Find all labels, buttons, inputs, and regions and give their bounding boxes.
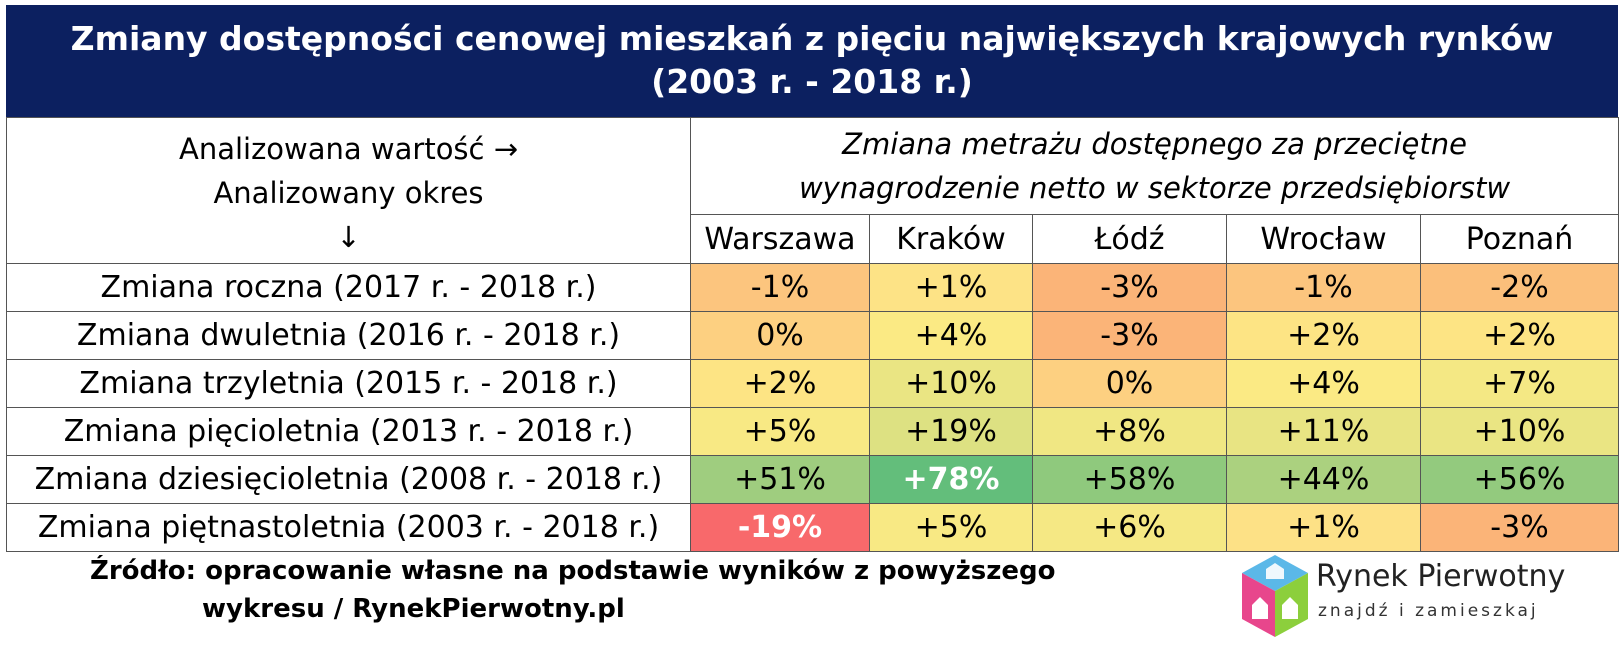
value-cell: -2% bbox=[1419, 263, 1620, 312]
column-header: Warszawa bbox=[690, 214, 870, 264]
row-label: Zmiana piętnastoletnia (2003 r. - 2018 r… bbox=[6, 503, 691, 552]
value-cell: -3% bbox=[1032, 311, 1227, 360]
value-cell: 0% bbox=[1032, 359, 1227, 408]
title-bar: Zmiany dostępności cenowej mieszkań z pi… bbox=[6, 5, 1618, 117]
row-label: Zmiana trzyletnia (2015 r. - 2018 r.) bbox=[6, 359, 691, 408]
logo-tagline: znajdź i zamieszkaj bbox=[1318, 601, 1539, 621]
value-cell: +1% bbox=[869, 263, 1033, 312]
value-cell: +10% bbox=[1419, 407, 1620, 456]
value-cell: +7% bbox=[1419, 359, 1620, 408]
value-cell: -1% bbox=[690, 263, 870, 312]
value-cell: +8% bbox=[1032, 407, 1227, 456]
value-cell: +5% bbox=[690, 407, 870, 456]
source-line1: Źródło: opracowanie własne na podstawie … bbox=[90, 556, 1056, 586]
value-cell: +1% bbox=[1226, 503, 1421, 552]
table-row: Zmiana pięcioletnia (2013 r. - 2018 r.) +… bbox=[6, 407, 1620, 456]
value-cell: +4% bbox=[1226, 359, 1421, 408]
value-cell: +56% bbox=[1419, 455, 1620, 504]
value-cell: +4% bbox=[869, 311, 1033, 360]
header-left-line2: Analizowany okres bbox=[213, 175, 484, 210]
value-cell: +2% bbox=[690, 359, 870, 408]
header-left-arrow: ↓ bbox=[336, 219, 361, 254]
table-row: Zmiana dziesięcioletnia (2008 r. - 2018 … bbox=[6, 455, 1620, 504]
value-cell: -1% bbox=[1226, 263, 1421, 312]
value-cell: +5% bbox=[869, 503, 1033, 552]
row-label: Zmiana dwuletnia (2016 r. - 2018 r.) bbox=[6, 311, 691, 360]
value-cell: -3% bbox=[1419, 503, 1620, 552]
header-right: Zmiana metrażu dostępnego za przeciętne … bbox=[689, 117, 1620, 215]
column-header: Łódź bbox=[1032, 214, 1227, 264]
logo: Rynek Pierwotny znajdź i zamieszkaj bbox=[1238, 553, 1618, 643]
data-table: Analizowana wartość → Analizowany okres … bbox=[6, 117, 1620, 552]
value-cell: +58% bbox=[1032, 455, 1227, 504]
header-right-line2: wynagrodzenie netto w sektorze przedsięb… bbox=[798, 171, 1511, 205]
value-cell: +51% bbox=[690, 455, 870, 504]
column-header: Poznań bbox=[1419, 214, 1620, 264]
table-row: Zmiana dwuletnia (2016 r. - 2018 r.) 0% +4… bbox=[6, 311, 1620, 360]
column-header: Kraków bbox=[869, 214, 1033, 264]
header-left-line1: Analizowana wartość → bbox=[178, 131, 519, 166]
value-cell: +6% bbox=[1032, 503, 1227, 552]
column-header: Wrocław bbox=[1226, 214, 1421, 264]
value-cell: -3% bbox=[1032, 263, 1227, 312]
value-cell: -19% bbox=[690, 503, 870, 552]
table-row: Zmiana roczna (2017 r. - 2018 r.) -1% +1% -… bbox=[6, 263, 1620, 312]
value-cell: +44% bbox=[1226, 455, 1421, 504]
row-label: Zmiana pięcioletnia (2013 r. - 2018 r.) bbox=[6, 407, 691, 456]
source-line2: wykresu / RynekPierwotny.pl bbox=[202, 594, 625, 624]
row-label: Zmiana roczna (2017 r. - 2018 r.) bbox=[6, 263, 691, 312]
value-cell: +78% bbox=[869, 455, 1033, 504]
house-cube-icon bbox=[1242, 555, 1308, 637]
value-cell: +19% bbox=[869, 407, 1033, 456]
value-cell: +2% bbox=[1226, 311, 1421, 360]
header-left: Analizowana wartość → Analizowany okres … bbox=[6, 117, 691, 264]
value-cell: 0% bbox=[690, 311, 870, 360]
value-cell: +2% bbox=[1419, 311, 1620, 360]
title-line1: Zmiany dostępności cenowej mieszkań z pi… bbox=[70, 19, 1554, 58]
title-line2: (2003 r. - 2018 r.) bbox=[651, 62, 973, 101]
row-label: Zmiana dziesięcioletnia (2008 r. - 2018 … bbox=[6, 455, 691, 504]
table-row: Zmiana piętnastoletnia (2003 r. - 2018 r… bbox=[6, 503, 1620, 552]
table-row: Zmiana trzyletnia (2015 r. - 2018 r.) +2%… bbox=[6, 359, 1620, 408]
header-right-line1: Zmiana metrażu dostępnego za przeciętne bbox=[842, 127, 1467, 161]
value-cell: +11% bbox=[1226, 407, 1421, 456]
source-note: Źródło: opracowanie własne na podstawie … bbox=[90, 552, 1055, 628]
value-cell: +10% bbox=[869, 359, 1033, 408]
logo-name: Rynek Pierwotny bbox=[1316, 559, 1566, 594]
